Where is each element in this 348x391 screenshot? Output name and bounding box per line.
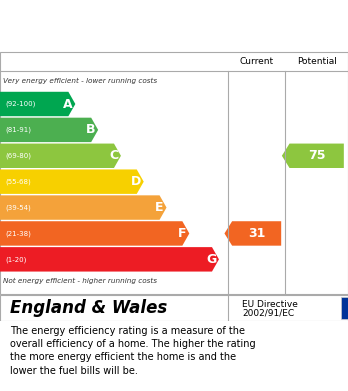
Text: Energy Efficiency Rating: Energy Efficiency Rating: [10, 18, 220, 33]
Text: E: E: [155, 201, 164, 214]
Text: 75: 75: [308, 149, 325, 162]
Polygon shape: [0, 92, 75, 116]
Text: B: B: [86, 124, 95, 136]
Polygon shape: [0, 247, 219, 272]
Text: F: F: [178, 227, 187, 240]
Polygon shape: [282, 143, 344, 168]
Bar: [341, 297, 348, 319]
Text: EU Directive: EU Directive: [242, 300, 298, 308]
Text: D: D: [131, 175, 141, 188]
Polygon shape: [0, 169, 144, 194]
Polygon shape: [0, 118, 98, 142]
Text: (21-38): (21-38): [5, 230, 31, 237]
Text: (92-100): (92-100): [5, 101, 35, 107]
Text: Not energy efficient - higher running costs: Not energy efficient - higher running co…: [3, 278, 158, 284]
Text: (1-20): (1-20): [5, 256, 26, 263]
Text: G: G: [206, 253, 216, 266]
Text: The energy efficiency rating is a measure of the
overall efficiency of a home. T: The energy efficiency rating is a measur…: [10, 326, 256, 376]
Text: Potential: Potential: [297, 57, 337, 66]
Text: (39-54): (39-54): [5, 204, 31, 211]
Text: 2002/91/EC: 2002/91/EC: [242, 309, 294, 318]
Text: (55-68): (55-68): [5, 178, 31, 185]
Text: England & Wales: England & Wales: [10, 299, 168, 317]
Polygon shape: [224, 221, 281, 246]
Text: A: A: [63, 97, 72, 111]
Text: (81-91): (81-91): [5, 127, 31, 133]
Text: C: C: [109, 149, 118, 162]
Polygon shape: [0, 221, 189, 246]
Text: Current: Current: [239, 57, 274, 66]
Text: Very energy efficient - lower running costs: Very energy efficient - lower running co…: [3, 78, 158, 84]
Polygon shape: [0, 143, 121, 168]
Polygon shape: [0, 196, 166, 220]
Text: 31: 31: [248, 227, 265, 240]
Text: (69-80): (69-80): [5, 152, 31, 159]
